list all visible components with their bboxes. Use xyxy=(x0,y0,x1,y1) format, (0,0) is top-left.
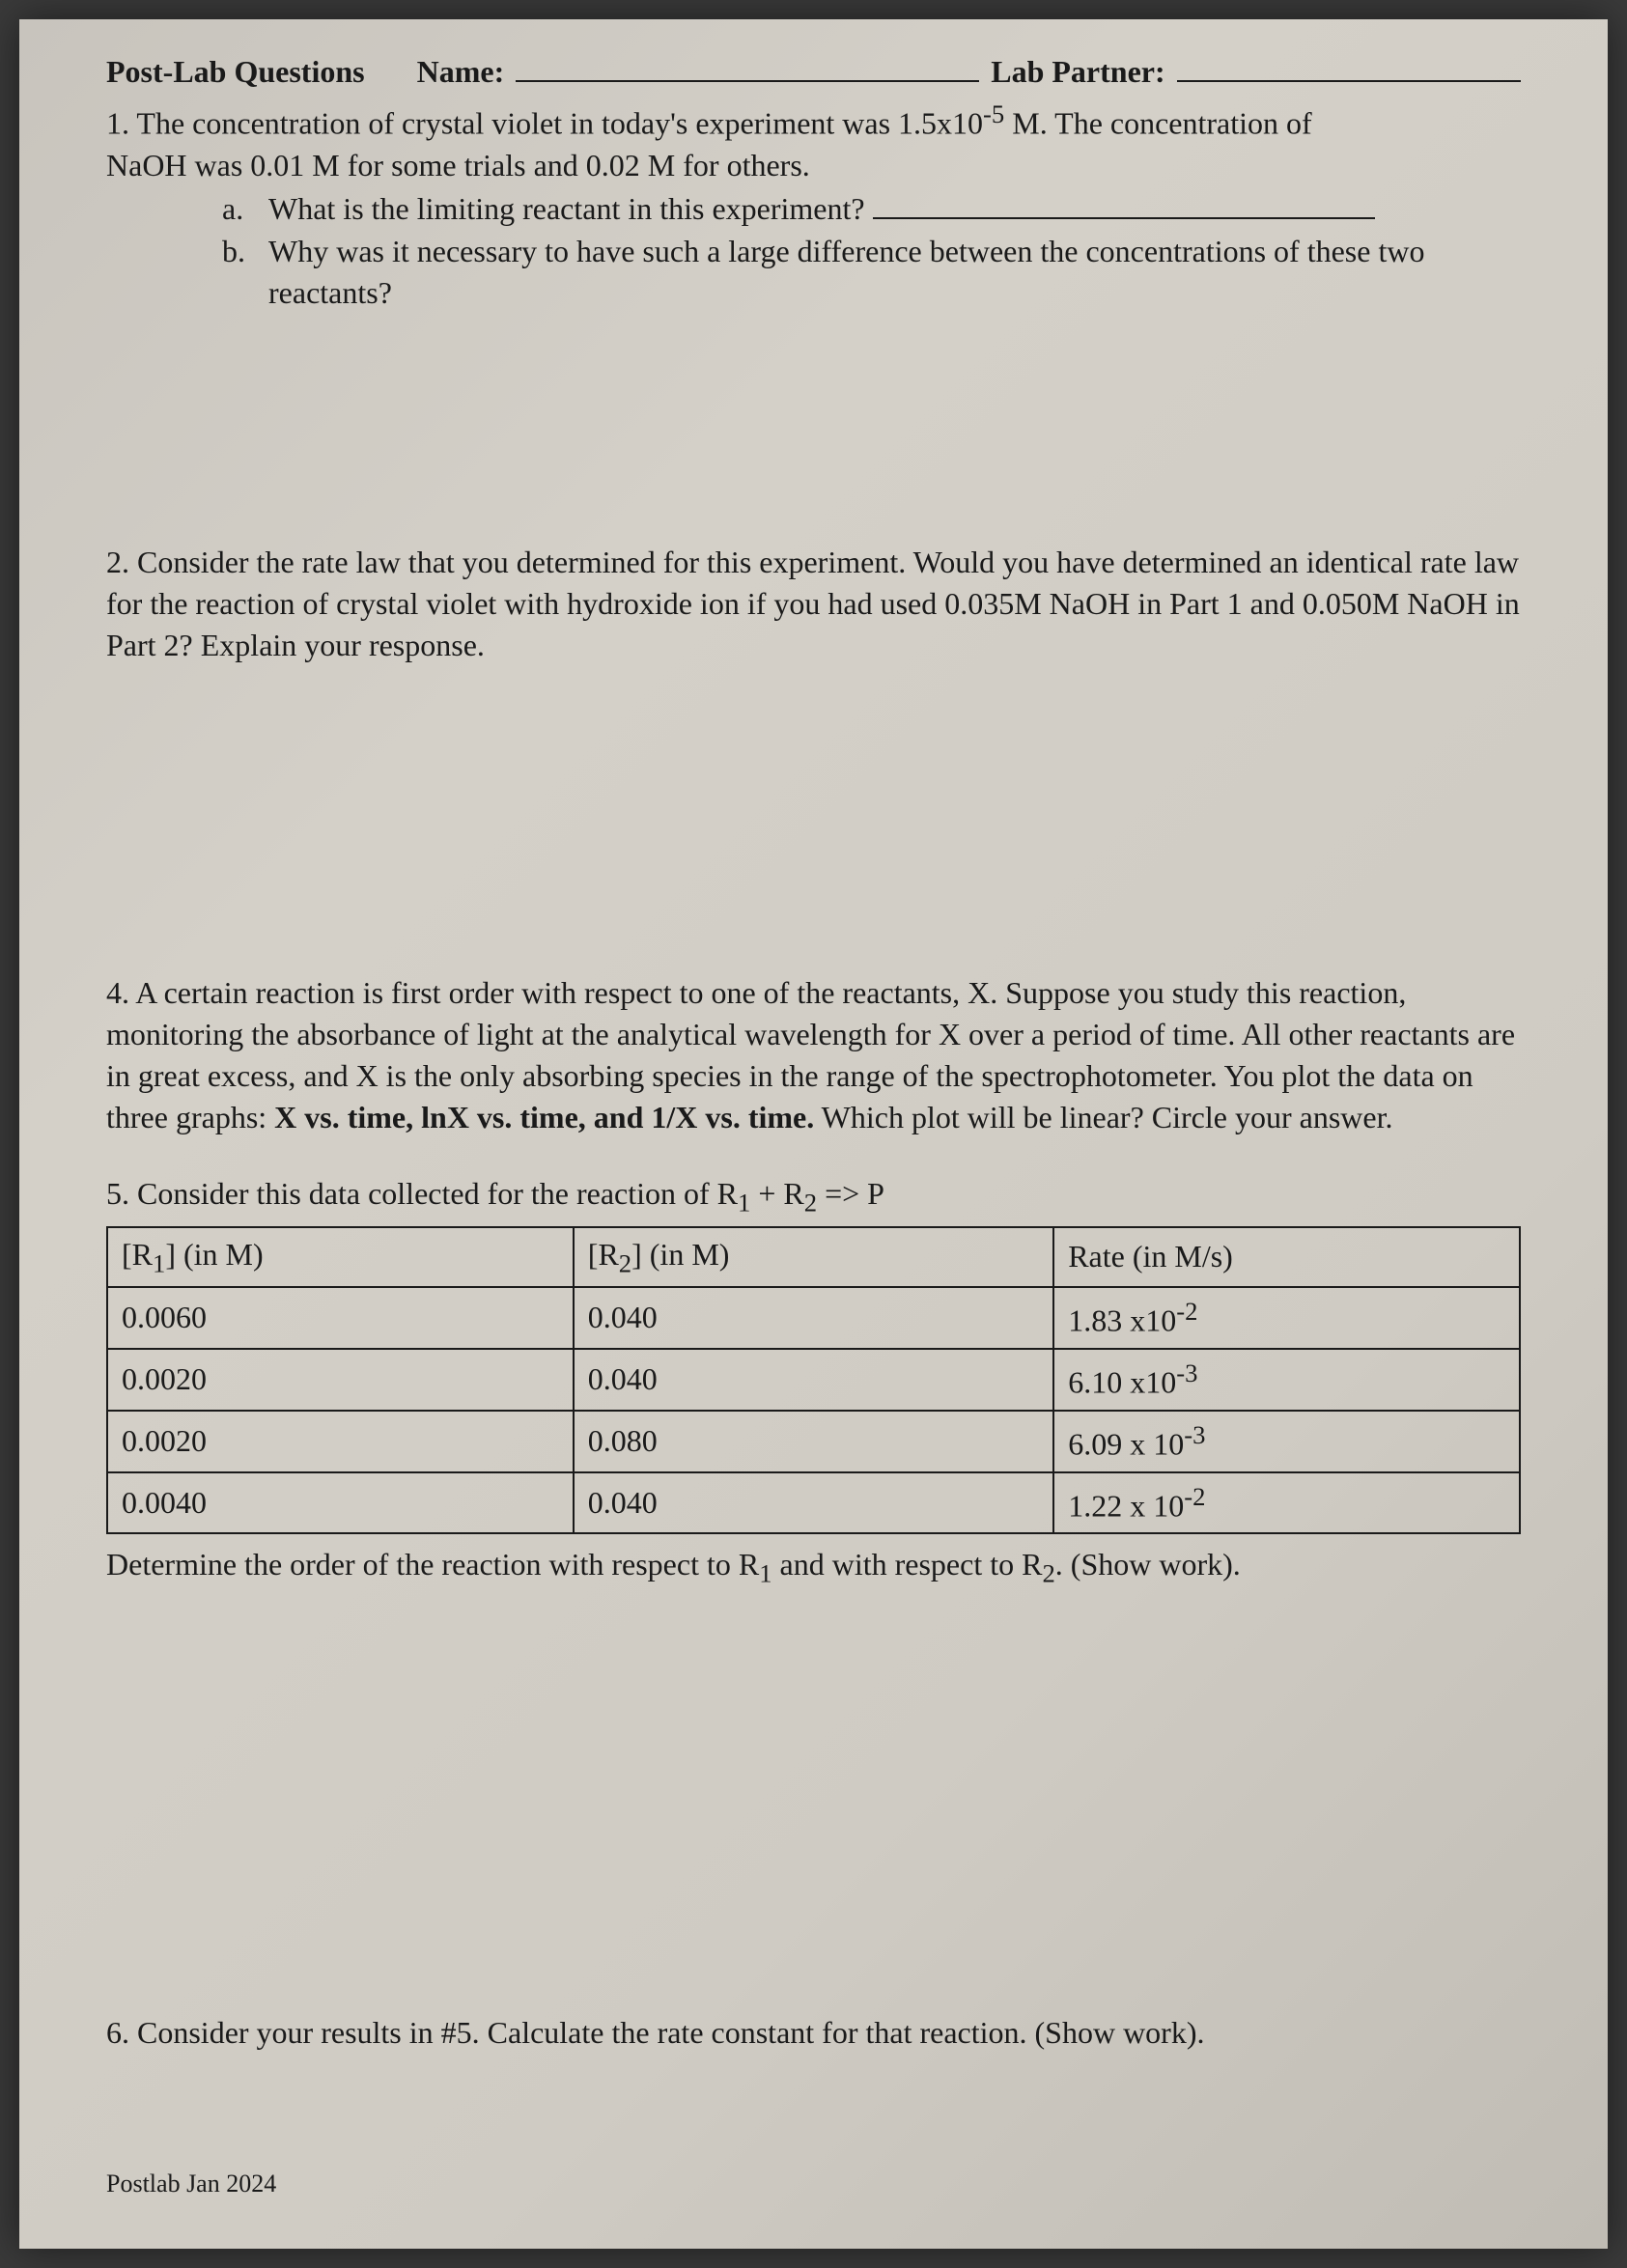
q1-text-b: M. The concentration of xyxy=(1004,106,1311,141)
partner-blank[interactable] xyxy=(1177,48,1521,82)
table-row: 0.0020 0.040 6.10 x10-3 xyxy=(107,1349,1520,1411)
q5-intro-b: + R xyxy=(750,1176,803,1211)
table-row: 0.0040 0.040 1.22 x 10-2 xyxy=(107,1472,1520,1534)
cell-r1: 0.0020 xyxy=(107,1349,574,1411)
cell-r1: 0.0060 xyxy=(107,1287,574,1349)
q1-a-text: What is the limiting reactant in this ex… xyxy=(268,188,1521,230)
data-table: [R1] (in M) [R2] (in M) Rate (in M/s) 0.… xyxy=(106,1226,1521,1535)
cell-r1: 0.0020 xyxy=(107,1411,574,1472)
question-2: 2. Consider the rate law that you determ… xyxy=(106,542,1521,667)
q5-intro-c: => P xyxy=(817,1176,884,1211)
table-row: 0.0020 0.080 6.09 x 10-3 xyxy=(107,1411,1520,1472)
table-row: 0.0060 0.040 1.83 x10-2 xyxy=(107,1287,1520,1349)
cell-rate: 1.22 x 10-2 xyxy=(1053,1472,1520,1534)
q1-exp: -5 xyxy=(983,99,1004,128)
table-header-row: [R1] (in M) [R2] (in M) Rate (in M/s) xyxy=(107,1227,1520,1287)
q1-text-a: 1. The concentration of crystal violet i… xyxy=(106,106,983,141)
question-5: 5. Consider this data collected for the … xyxy=(106,1173,1521,1591)
q5-sub1: 1 xyxy=(738,1189,750,1218)
col-header-r1: [R1] (in M) xyxy=(107,1227,574,1287)
q1-b-text: Why was it necessary to have such a larg… xyxy=(268,231,1521,314)
cell-rate: 1.83 x10-2 xyxy=(1053,1287,1520,1349)
q1-a-letter: a. xyxy=(222,188,251,230)
name-blank[interactable] xyxy=(516,48,979,82)
cell-r2: 0.040 xyxy=(574,1287,1053,1349)
question-4: 4. A certain reaction is first order wit… xyxy=(106,972,1521,1139)
partner-label: Lab Partner: xyxy=(991,51,1164,93)
question-1: 1. The concentration of crystal violet i… xyxy=(106,97,1521,314)
cell-rate: 6.09 x 10-3 xyxy=(1053,1411,1520,1472)
col-header-rate: Rate (in M/s) xyxy=(1053,1227,1520,1287)
q1-a-blank[interactable] xyxy=(873,188,1375,219)
cell-r2: 0.080 xyxy=(574,1411,1053,1472)
q5-after: Determine the order of the reaction with… xyxy=(106,1544,1521,1590)
title-label: Post-Lab Questions xyxy=(106,51,365,93)
header-row: Post-Lab Questions Name: Lab Partner: xyxy=(106,48,1521,93)
q1-sub-a: a. What is the limiting reactant in this… xyxy=(222,188,1521,230)
footer-text: Postlab Jan 2024 xyxy=(106,2167,276,2200)
q4-bold: X vs. time, lnX vs. time, and 1/X vs. ti… xyxy=(274,1100,814,1134)
q5-sub2: 2 xyxy=(804,1189,817,1218)
q1-sub-b: b. Why was it necessary to have such a l… xyxy=(222,231,1521,314)
q1-line2: NaOH was 0.01 M for some trials and 0.02… xyxy=(106,145,1521,186)
q1-sublist: a. What is the limiting reactant in this… xyxy=(106,188,1521,314)
cell-r2: 0.040 xyxy=(574,1472,1053,1534)
question-6: 6. Consider your results in #5. Calculat… xyxy=(106,2012,1521,2054)
worksheet-page: Post-Lab Questions Name: Lab Partner: 1.… xyxy=(19,19,1608,2249)
cell-r1: 0.0040 xyxy=(107,1472,574,1534)
name-label: Name: xyxy=(417,51,505,93)
q5-intro-a: 5. Consider this data collected for the … xyxy=(106,1176,738,1211)
cell-rate: 6.10 x10-3 xyxy=(1053,1349,1520,1411)
q1-b-letter: b. xyxy=(222,231,251,314)
q4-text-b: Which plot will be linear? Circle your a… xyxy=(814,1100,1392,1134)
col-header-r2: [R2] (in M) xyxy=(574,1227,1053,1287)
cell-r2: 0.040 xyxy=(574,1349,1053,1411)
